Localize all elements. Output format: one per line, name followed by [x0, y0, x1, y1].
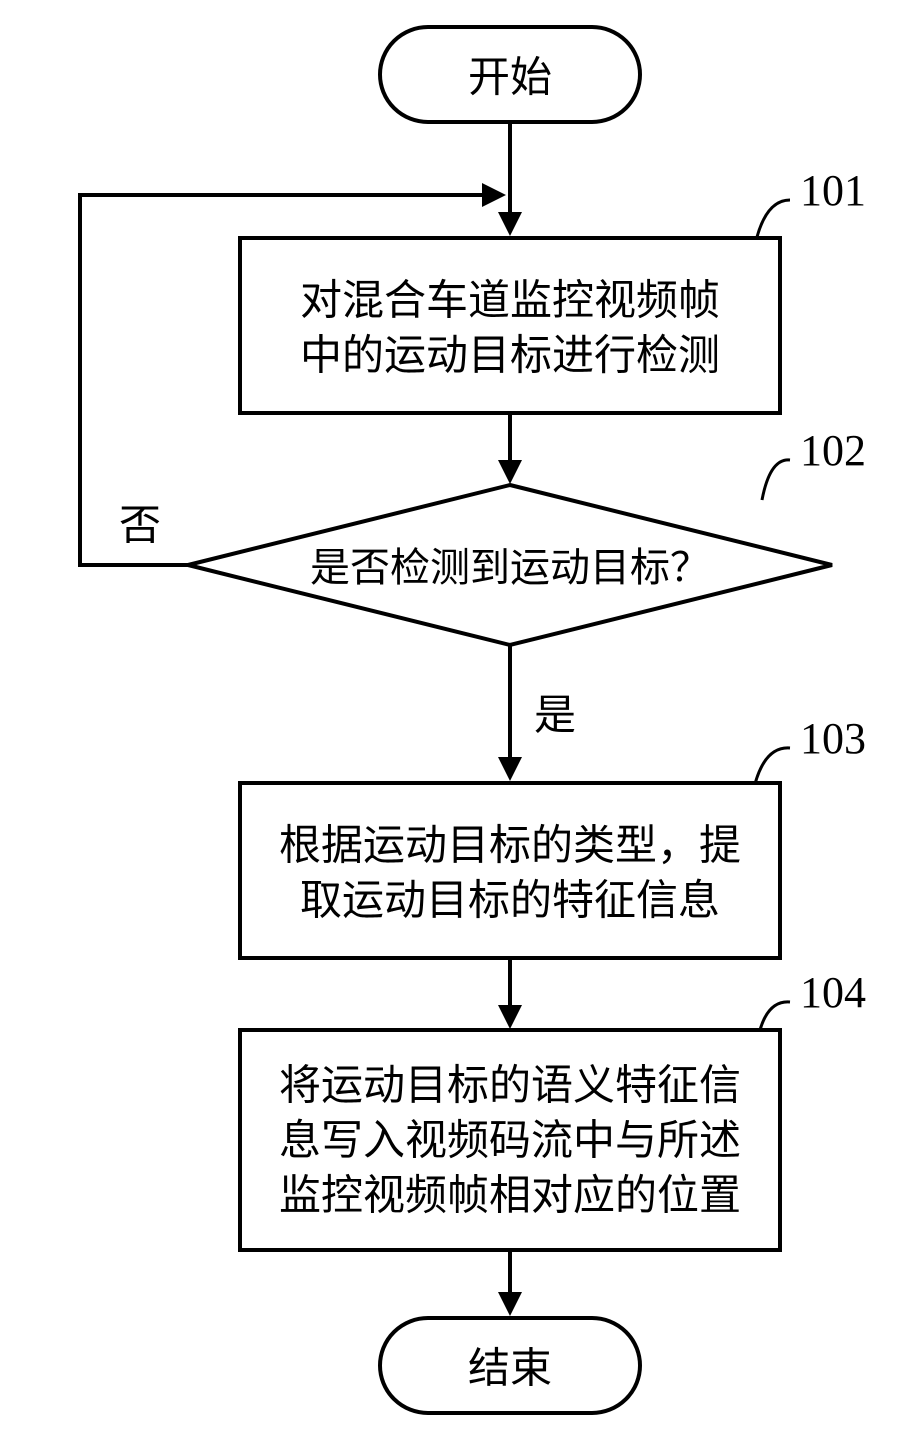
edge-label-no: 否 — [119, 504, 161, 550]
step-label-103: 103 — [800, 714, 866, 763]
step-label-102: 102 — [800, 426, 866, 475]
hook-102 — [762, 460, 790, 500]
node-step1-line1: 对混合车道监控视频帧 — [300, 279, 720, 325]
flowchart: 开始 对混合车道监控视频帧 中的运动目标进行检测 是否检测到运动目标？ 根据运动… — [0, 0, 919, 1441]
node-start-label: 开始 — [468, 56, 552, 102]
edge-label-yes: 是 — [534, 694, 576, 740]
node-step4-line2: 息写入视频码流中与所述 — [279, 1118, 741, 1165]
node-step3: 根据运动目标的类型，提 取运动目标的特征信息 — [240, 783, 780, 958]
node-decision: 是否检测到运动目标？ — [188, 485, 832, 645]
node-end-label: 结束 — [468, 1347, 552, 1393]
node-step1: 对混合车道监控视频帧 中的运动目标进行检测 — [240, 238, 780, 413]
node-step3-line1: 根据运动目标的类型，提 — [279, 824, 741, 870]
node-end: 结束 — [380, 1318, 640, 1413]
node-step4-line3: 监控视频帧相对应的位置 — [279, 1173, 741, 1220]
node-step4: 将运动目标的语义特征信 息写入视频码流中与所述 监控视频帧相对应的位置 — [240, 1030, 780, 1250]
step-label-104: 104 — [800, 968, 866, 1017]
step-label-101: 101 — [800, 166, 866, 215]
node-decision-label: 是否检测到运动目标？ — [310, 545, 710, 590]
node-step3-line2: 取运动目标的特征信息 — [300, 878, 720, 925]
node-step4-line1: 将运动目标的语义特征信 — [279, 1064, 741, 1110]
node-step1-line2: 中的运动目标进行检测 — [300, 333, 720, 380]
node-start: 开始 — [380, 27, 640, 122]
